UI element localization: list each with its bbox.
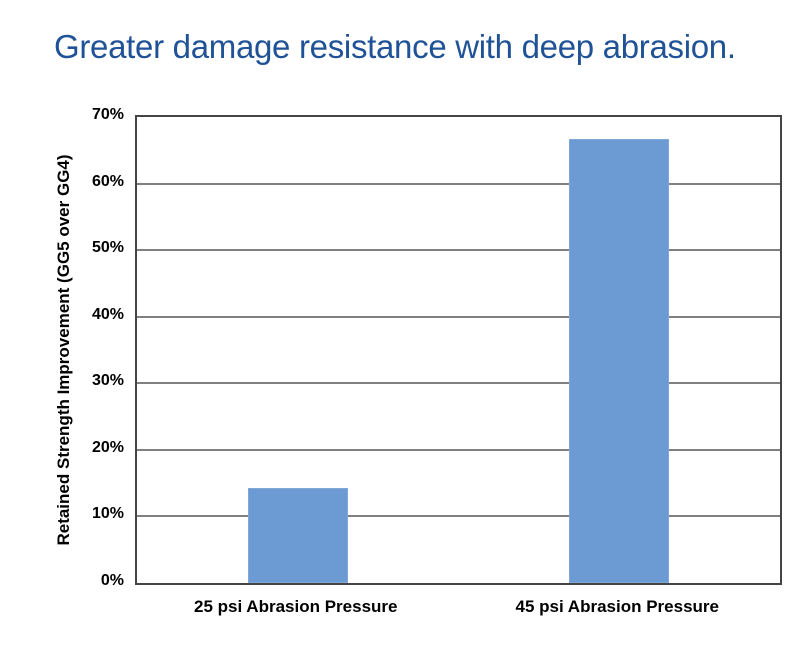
y-tick-label: 60% bbox=[91, 172, 124, 190]
bar-1 bbox=[247, 487, 348, 583]
gridline bbox=[137, 382, 780, 385]
x-category-labels: 25 psi Abrasion Pressure 45 psi Abrasion … bbox=[135, 597, 782, 627]
y-tick-label: 0% bbox=[100, 572, 124, 589]
y-tick-labels: 0% 10% 20% 30% 40% 50% 60% 70% bbox=[0, 106, 124, 589]
gridline bbox=[137, 249, 780, 252]
plot-area bbox=[135, 115, 782, 585]
y-tick-label: 30% bbox=[91, 372, 124, 390]
gridline bbox=[137, 182, 780, 185]
y-tick-label: 10% bbox=[91, 505, 124, 523]
x-category-label: 45 psi Abrasion Pressure bbox=[515, 597, 719, 616]
y-tick-label: 50% bbox=[91, 239, 124, 257]
gridline bbox=[137, 515, 780, 518]
gridline bbox=[137, 315, 780, 318]
x-category-label: 25 psi Abrasion Pressure bbox=[194, 597, 398, 616]
chart-title: Greater damage resistance with deep abra… bbox=[54, 28, 736, 65]
y-tick-label: 20% bbox=[91, 438, 124, 456]
bar-2 bbox=[569, 138, 670, 583]
y-tick-label: 40% bbox=[91, 305, 124, 323]
y-tick-label: 70% bbox=[91, 106, 124, 123]
gridline bbox=[137, 448, 780, 451]
